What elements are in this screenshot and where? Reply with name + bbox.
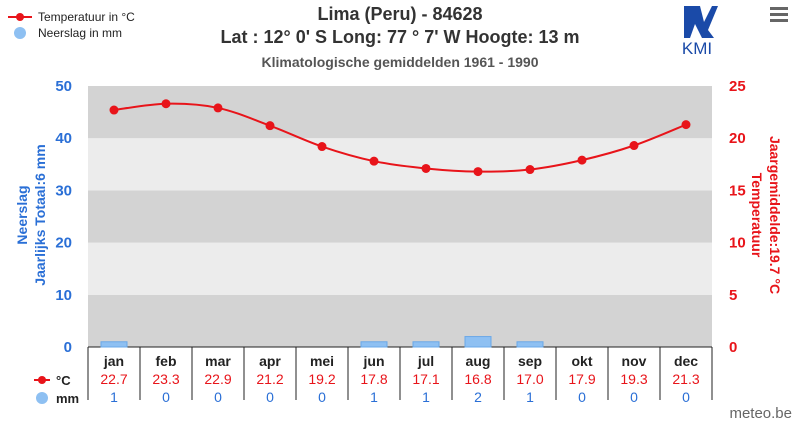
left-axis-subtitle: Jaarlijks Totaal:6 mm <box>32 144 48 285</box>
plot-band <box>88 138 712 191</box>
left-tick-label: 10 <box>55 287 72 304</box>
temperature-point <box>525 165 535 175</box>
kmi-logo: KMI <box>682 6 718 58</box>
month-label: dec <box>674 353 698 369</box>
table-prec-value: 1 <box>526 389 534 405</box>
precipitation-bar <box>100 341 128 348</box>
kmi-logo-text: KMI <box>682 39 712 58</box>
month-label: nov <box>622 353 647 369</box>
temperature-point <box>681 120 691 130</box>
table-temp-value: 22.7 <box>100 371 127 387</box>
right-tick-label: 0 <box>729 339 737 356</box>
month-label: mei <box>310 353 334 369</box>
temperature-point <box>369 156 379 166</box>
right-axis-title: Temperatuur <box>749 173 765 258</box>
right-tick-label: 10 <box>729 235 746 252</box>
right-tick-label: 25 <box>729 78 746 95</box>
left-axis-title: Neerslag <box>14 185 30 244</box>
table-temp-value: 19.2 <box>308 371 335 387</box>
table-temp-value: 16.8 <box>464 371 491 387</box>
legend-prec-marker <box>14 27 26 39</box>
table-temp-value: 17.0 <box>516 371 543 387</box>
right-tick-label: 5 <box>729 287 737 304</box>
hamburger-menu-icon[interactable] <box>770 7 788 22</box>
table-prec-value: 0 <box>578 389 586 405</box>
left-tick-label: 0 <box>64 339 72 356</box>
precipitation-bar <box>464 336 492 348</box>
table-row-labels: °C mm <box>34 373 79 406</box>
month-label: sep <box>518 353 542 369</box>
table-temp-value: 23.3 <box>152 371 179 387</box>
credit-text: meteo.be <box>729 405 792 422</box>
temperature-point <box>109 105 119 115</box>
plot-background-bands <box>88 86 712 348</box>
legend-temp-label: Temperatuur in °C <box>38 10 135 24</box>
data-table: jan 22.7 1 feb 23.3 0 mar 22.9 0 apr 21.2 0 mei 19.2 0… <box>87 347 713 405</box>
month-label: jun <box>363 353 385 369</box>
table-prec-value: 0 <box>682 389 690 405</box>
chart-subtitle: Lat : 12° 0' S Long: 77 ° 7' W Hoogte: 1… <box>220 27 579 47</box>
temperature-point <box>213 103 223 113</box>
right-axis-ticks: 0 5 10 15 20 25 <box>729 78 746 356</box>
left-axis-ticks: 0 10 20 30 40 50 <box>55 78 72 356</box>
table-temp-value: 22.9 <box>204 371 231 387</box>
legend-prec-label: Neerslag in mm <box>38 26 122 40</box>
table-temp-value: 17.9 <box>568 371 595 387</box>
temperature-point <box>421 163 431 173</box>
table-prec-value: 1 <box>370 389 378 405</box>
temperature-point <box>265 121 275 131</box>
temperature-point <box>161 99 171 109</box>
legend: Temperatuur in °C Neerslag in mm <box>8 10 135 40</box>
month-label: feb <box>156 353 177 369</box>
temperature-line <box>109 99 691 177</box>
month-label: okt <box>572 353 593 369</box>
chart-period: Klimatologische gemiddelden 1961 - 1990 <box>262 54 539 70</box>
table-prec-label: mm <box>56 391 79 406</box>
table-temp-marker <box>38 376 46 384</box>
table-prec-value: 1 <box>110 389 118 405</box>
table-temp-value: 17.8 <box>360 371 387 387</box>
precipitation-bar <box>516 341 544 348</box>
table-prec-value: 1 <box>422 389 430 405</box>
precipitation-bar <box>412 341 440 348</box>
month-label: aug <box>466 353 491 369</box>
month-label: apr <box>259 353 281 369</box>
month-label: mar <box>205 353 231 369</box>
left-tick-label: 40 <box>55 130 72 147</box>
month-label: jan <box>103 353 124 369</box>
chart-title: Lima (Peru) - 84628 <box>317 4 482 24</box>
right-tick-label: 15 <box>729 182 746 199</box>
table-prec-value: 2 <box>474 389 482 405</box>
table-temp-label: °C <box>56 373 71 388</box>
table-temp-value: 21.2 <box>256 371 283 387</box>
table-prec-value: 0 <box>214 389 222 405</box>
month-label: jul <box>417 353 434 369</box>
temperature-point <box>317 142 327 152</box>
temperature-point <box>577 155 587 165</box>
kmi-logo-icon <box>684 6 718 38</box>
plot-band <box>88 242 712 295</box>
precipitation-bar <box>360 341 388 348</box>
left-tick-label: 50 <box>55 78 72 95</box>
right-axis-subtitle: Jaargemiddelde:19.7 °C <box>767 136 783 294</box>
left-tick-label: 30 <box>55 182 72 199</box>
table-prec-value: 0 <box>318 389 326 405</box>
temperature-point <box>629 141 639 151</box>
table-temp-value: 21.3 <box>672 371 699 387</box>
legend-temp-marker <box>16 13 24 21</box>
table-prec-value: 0 <box>162 389 170 405</box>
left-tick-label: 20 <box>55 235 72 252</box>
right-tick-label: 20 <box>729 130 746 147</box>
temperature-point <box>473 167 483 177</box>
precipitation-bars <box>100 336 544 348</box>
table-temp-value: 17.1 <box>412 371 439 387</box>
plot-band <box>88 294 712 347</box>
table-prec-value: 0 <box>266 389 274 405</box>
table-prec-marker <box>36 392 48 404</box>
plot-band <box>88 86 712 139</box>
plot-band <box>88 190 712 243</box>
table-prec-value: 0 <box>630 389 638 405</box>
table-temp-value: 19.3 <box>620 371 647 387</box>
